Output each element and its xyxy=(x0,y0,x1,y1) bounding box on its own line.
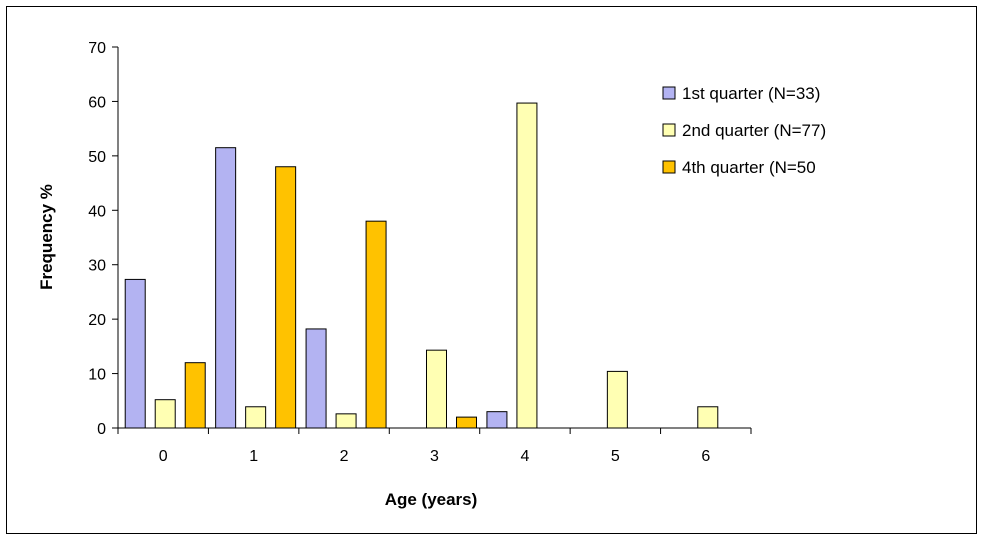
bar-series-3-cat-1 xyxy=(275,166,297,429)
legend-label-1: 1st quarter (N=33) xyxy=(682,84,820,103)
legend-label-3: 4th quarter (N=50 xyxy=(682,158,816,177)
x-axis-title: Age (years) xyxy=(385,490,478,509)
bar-series-2-cat-1 xyxy=(245,406,267,429)
chart-frame xyxy=(6,6,977,534)
bar-series-2-cat-3 xyxy=(426,349,447,429)
bar-series-1-cat-1 xyxy=(215,147,237,429)
x-tick-label: 6 xyxy=(701,448,710,465)
y-tick-label: 10 xyxy=(88,367,106,384)
bar-series-2-cat-2 xyxy=(335,413,357,429)
x-tick-label: 3 xyxy=(430,448,439,465)
axes-layer xyxy=(117,47,751,429)
y-tick-label: 70 xyxy=(88,40,106,57)
y-tick-label: 30 xyxy=(88,258,106,275)
bar-series-1-cat-2 xyxy=(305,328,327,429)
y-tick-label: 20 xyxy=(88,312,106,329)
legend-label-2: 2nd quarter (N=77) xyxy=(682,121,826,140)
legend-swatch-1 xyxy=(662,86,676,100)
y-tick-label: 50 xyxy=(88,149,106,166)
bar-series-2-cat-5 xyxy=(606,370,628,429)
x-tick-label: 2 xyxy=(340,448,349,465)
bar-series-2-cat-0 xyxy=(154,399,176,429)
bar-series-2-cat-4 xyxy=(516,102,538,429)
y-tick-label: 40 xyxy=(88,203,106,220)
legend-swatch-3 xyxy=(662,160,676,174)
y-tick-label: 60 xyxy=(88,94,106,111)
bar-series-2-cat-6 xyxy=(697,406,719,429)
bar-series-3-cat-2 xyxy=(365,220,387,429)
x-tick-label: 1 xyxy=(249,448,258,465)
legend: 1st quarter (N=33) 2nd quarter (N=77) 4th … xyxy=(662,84,826,177)
y-tick-label: 0 xyxy=(97,421,106,438)
y-axis-title: Frequency % xyxy=(37,184,56,290)
legend-swatch-2 xyxy=(662,123,676,137)
bars-layer xyxy=(124,102,719,429)
ticks-layer: 0 10 20 30 40 50 60 70 0 1 2 3 4 5 6 xyxy=(88,40,752,465)
bar-series-3-cat-3 xyxy=(456,416,477,429)
x-tick-label: 5 xyxy=(611,448,620,465)
x-tick-label: 0 xyxy=(159,448,168,465)
bar-series-1-cat-0 xyxy=(124,278,146,429)
x-tick-label: 4 xyxy=(520,448,529,465)
bar-series-1-cat-4 xyxy=(486,411,508,429)
bar-series-3-cat-0 xyxy=(184,362,206,429)
